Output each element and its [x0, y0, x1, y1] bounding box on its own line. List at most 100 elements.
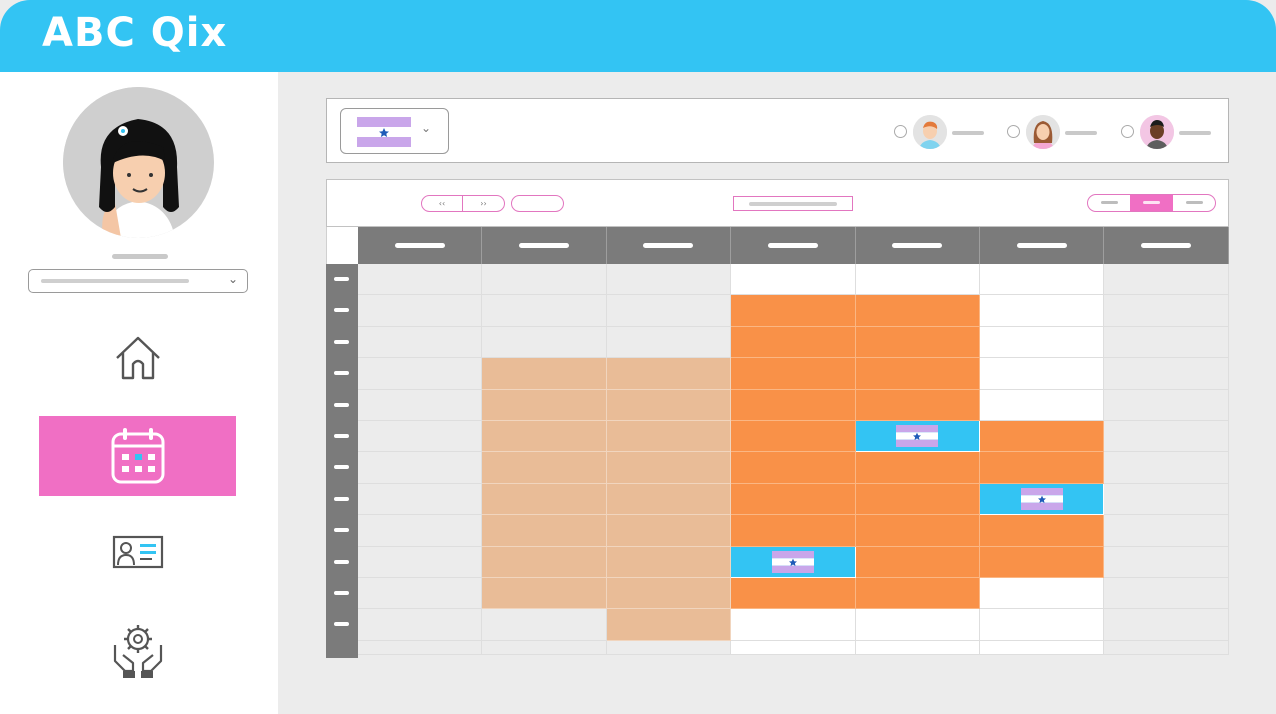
prev-week-button[interactable]: ‹‹ — [421, 195, 463, 212]
account-select[interactable]: ⌄ — [28, 269, 248, 293]
nav-services[interactable] — [39, 610, 236, 690]
nav-home[interactable] — [39, 318, 236, 398]
time-slot[interactable] — [1104, 421, 1229, 453]
time-slot[interactable] — [482, 295, 607, 327]
time-slot[interactable] — [855, 609, 980, 641]
day-header[interactable] — [980, 227, 1105, 264]
booked-slot[interactable] — [482, 578, 607, 610]
time-slot[interactable] — [358, 389, 483, 421]
time-slot[interactable] — [980, 326, 1105, 359]
time-slot[interactable] — [1104, 546, 1229, 578]
time-slot[interactable] — [482, 609, 607, 641]
booked-slot[interactable] — [731, 326, 856, 359]
day-header[interactable] — [856, 227, 980, 264]
time-slot[interactable] — [980, 640, 1105, 655]
view-option-day[interactable] — [1173, 195, 1215, 211]
time-slot[interactable] — [980, 609, 1105, 641]
time-slot[interactable] — [358, 578, 483, 610]
booked-slot[interactable] — [482, 546, 607, 578]
time-slot[interactable] — [1104, 483, 1229, 516]
person-radio[interactable] — [1121, 125, 1134, 138]
day-header[interactable] — [482, 227, 607, 264]
time-slot[interactable] — [358, 421, 483, 453]
booked-slot[interactable] — [731, 295, 856, 327]
time-slot[interactable] — [1104, 295, 1229, 327]
booked-slot[interactable] — [855, 358, 980, 390]
time-slot[interactable] — [1104, 640, 1229, 655]
booked-slot[interactable] — [855, 326, 980, 359]
time-slot[interactable] — [358, 295, 483, 327]
nav-calendar[interactable] — [39, 416, 236, 496]
booked-slot[interactable] — [606, 609, 732, 641]
time-slot[interactable] — [1104, 389, 1229, 421]
flag-select[interactable]: ⌄ — [340, 108, 449, 154]
event-block[interactable] — [980, 483, 1105, 516]
next-week-button[interactable]: ›› — [462, 195, 505, 212]
booked-slot[interactable] — [731, 483, 856, 516]
time-slot[interactable] — [358, 609, 483, 641]
day-header[interactable] — [607, 227, 732, 264]
booked-slot[interactable] — [731, 578, 856, 610]
booked-slot[interactable] — [606, 389, 732, 421]
time-slot[interactable] — [358, 358, 483, 390]
time-slot[interactable] — [358, 640, 483, 655]
booked-slot[interactable] — [606, 358, 732, 390]
time-slot[interactable] — [980, 295, 1105, 327]
person-radio[interactable] — [1007, 125, 1020, 138]
booked-slot[interactable] — [980, 546, 1105, 578]
time-slot[interactable] — [980, 578, 1105, 610]
event-block[interactable] — [731, 546, 856, 578]
time-slot[interactable] — [731, 640, 856, 655]
booked-slot[interactable] — [855, 295, 980, 327]
time-slot[interactable] — [980, 358, 1105, 390]
person-radio[interactable] — [894, 125, 907, 138]
view-option-month[interactable] — [1088, 195, 1131, 211]
time-slot[interactable] — [1104, 578, 1229, 610]
time-slot[interactable] — [482, 326, 607, 359]
booked-slot[interactable] — [482, 389, 607, 421]
booked-slot[interactable] — [482, 421, 607, 453]
booked-slot[interactable] — [606, 452, 732, 484]
time-slot[interactable] — [358, 546, 483, 578]
booked-slot[interactable] — [855, 546, 980, 578]
booked-slot[interactable] — [980, 452, 1105, 484]
booked-slot[interactable] — [606, 515, 732, 547]
time-slot[interactable] — [1104, 264, 1229, 296]
time-slot[interactable] — [358, 483, 483, 516]
time-slot[interactable] — [606, 640, 732, 655]
day-header[interactable] — [731, 227, 856, 264]
booked-slot[interactable] — [482, 515, 607, 547]
booked-slot[interactable] — [482, 452, 607, 484]
booked-slot[interactable] — [731, 389, 856, 421]
booked-slot[interactable] — [482, 358, 607, 390]
booked-slot[interactable] — [606, 421, 732, 453]
time-slot[interactable] — [855, 640, 980, 655]
time-slot[interactable] — [358, 452, 483, 484]
booked-slot[interactable] — [731, 515, 856, 547]
time-slot[interactable] — [482, 264, 607, 296]
booked-slot[interactable] — [731, 452, 856, 484]
user-avatar[interactable] — [63, 87, 214, 238]
time-slot[interactable] — [1104, 609, 1229, 641]
time-slot[interactable] — [731, 264, 856, 296]
time-slot[interactable] — [855, 264, 980, 296]
booked-slot[interactable] — [731, 421, 856, 453]
time-slot[interactable] — [606, 295, 732, 327]
time-slot[interactable] — [606, 326, 732, 359]
day-header[interactable] — [1104, 227, 1229, 264]
booked-slot[interactable] — [606, 483, 732, 516]
booked-slot[interactable] — [482, 483, 607, 516]
day-header[interactable] — [358, 227, 483, 264]
booked-slot[interactable] — [731, 358, 856, 390]
time-slot[interactable] — [731, 609, 856, 641]
time-slot[interactable] — [1104, 515, 1229, 547]
booked-slot[interactable] — [855, 483, 980, 516]
time-slot[interactable] — [1104, 326, 1229, 359]
today-button[interactable] — [511, 195, 564, 212]
booked-slot[interactable] — [606, 578, 732, 610]
booked-slot[interactable] — [855, 389, 980, 421]
booked-slot[interactable] — [606, 546, 732, 578]
time-slot[interactable] — [980, 264, 1105, 296]
event-block[interactable] — [855, 421, 980, 453]
booked-slot[interactable] — [980, 515, 1105, 547]
